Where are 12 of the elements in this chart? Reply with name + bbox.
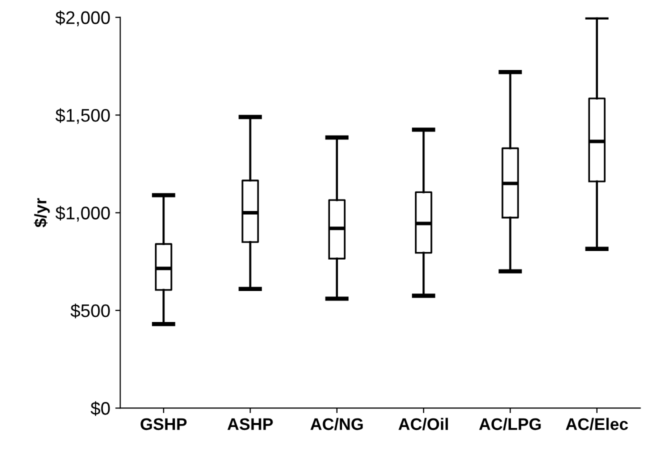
y-axis-title: $/yr <box>34 198 50 228</box>
y-tick-label: $0 <box>90 401 110 416</box>
y-tick-label: $1,500 <box>56 108 110 124</box>
x-tick-label: AC/Oil <box>398 418 448 430</box>
x-tick-label: AC/LPG <box>479 418 541 430</box>
x-tick-label: GSHP <box>140 418 187 430</box>
x-tick-label: AC/NG <box>310 418 363 430</box>
y-tick-label: $500 <box>70 304 110 318</box>
x-tick-label: AC/Elec <box>566 418 628 430</box>
y-tick-label: $1,000 <box>56 206 110 222</box>
x-tick-label: ASHP <box>228 418 273 430</box>
y-tick-label: $2,000 <box>56 10 110 26</box>
